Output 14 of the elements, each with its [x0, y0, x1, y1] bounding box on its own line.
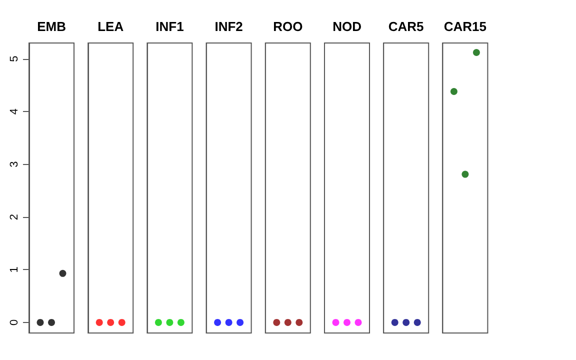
x-tick-label: CAR5 [388, 19, 424, 34]
y-tick-label: 0 [8, 319, 20, 326]
x-tick-label: INF1 [156, 19, 184, 34]
y-tick-label: 2 [8, 214, 20, 220]
x-tick-label: EMB [37, 19, 66, 34]
x-tick-label: CAR15 [444, 19, 487, 34]
x-tick-label: NOD [332, 19, 362, 34]
x-tick-label: ROO [273, 19, 303, 34]
y-tick-label: 1 [8, 266, 20, 273]
x-tick-label: INF2 [214, 19, 243, 34]
y-tick-label: 4 [8, 108, 20, 115]
y-tick-label: 3 [8, 161, 20, 168]
x-tick-label: LEA [98, 19, 124, 34]
y-tick-label: 5 [8, 56, 20, 62]
